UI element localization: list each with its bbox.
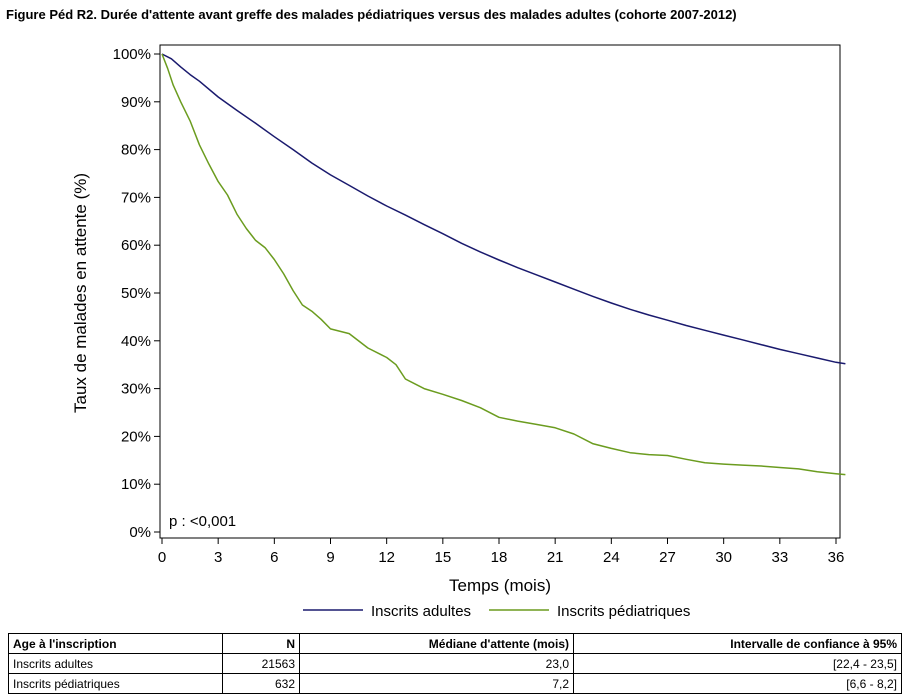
cell-median: 23,0 [299, 653, 574, 674]
x-tick-label: 24 [603, 549, 620, 566]
figure-title: Figure Péd R2. Durée d'attente avant gre… [6, 7, 737, 22]
cell-n: 21563 [222, 653, 300, 674]
series-line-pediatriques [161, 53, 846, 476]
table-row: Inscrits adultes 21563 23,0 [22,4 - 23,5… [8, 653, 902, 674]
x-tick-label: 18 [491, 549, 508, 566]
header-n: N [222, 633, 300, 654]
survival-chart: 0%10%20%30%40%50%60%70%80%90%100% 0 3 6 9 12… [71, 44, 846, 620]
x-axis-title: Temps (mois) [449, 576, 551, 595]
x-tick-label: 3 [214, 549, 222, 566]
plot-frame [159, 44, 841, 539]
x-tick-label: 33 [771, 549, 788, 566]
x-tick-label: 12 [378, 549, 395, 566]
cell-age: Inscrits adultes [8, 653, 223, 674]
y-axis: 0% 10% 20% 30% 40% 50% 60% 70% 80% 90% 100% [113, 46, 160, 541]
table-header-row: Age à l'inscription N Médiane d'attente … [8, 633, 902, 654]
p-value-annotation: p : <0,001 [169, 513, 236, 530]
x-tick-label: 30 [715, 549, 732, 566]
y-tick-label: 100% [113, 46, 151, 63]
x-axis: 0 3 6 9 12 15 18 21 24 27 30 33 36 [158, 538, 845, 566]
legend: Inscrits adultes Inscrits pédiatriques [303, 603, 690, 620]
x-tick-label: 15 [434, 549, 451, 566]
cell-median: 7,2 [299, 673, 574, 694]
y-tick-label: 60% [121, 237, 151, 254]
y-axis-title: Taux de malades en attente (%) [71, 173, 90, 413]
header-median: Médiane d'attente (mois) [299, 633, 574, 654]
header-age: Age à l'inscription [8, 633, 223, 654]
y-tick-label: 90% [121, 94, 151, 111]
cell-n: 632 [222, 673, 300, 694]
cell-age: Inscrits pédiatriques [8, 673, 223, 694]
header-ci: Intervalle de confiance à 95% [573, 633, 902, 654]
y-tick-label: 40% [121, 333, 151, 350]
summary-table: Age à l'inscription N Médiane d'attente … [8, 633, 902, 694]
series-layer [161, 53, 846, 476]
table-row: Inscrits pédiatriques 632 7,2 [6,6 - 8,2… [8, 673, 902, 694]
y-tick-label: 20% [121, 428, 151, 445]
series-line-adultes [161, 53, 846, 365]
legend-label-pediatriques: Inscrits pédiatriques [557, 603, 690, 620]
y-tick-label: 0% [129, 524, 151, 541]
cell-ci: [6,6 - 8,2] [573, 673, 902, 694]
y-tick-label: 80% [121, 142, 151, 159]
x-tick-label: 6 [270, 549, 278, 566]
x-tick-label: 21 [547, 549, 564, 566]
x-tick-label: 0 [158, 549, 166, 566]
y-tick-label: 70% [121, 189, 151, 206]
y-tick-label: 10% [121, 476, 151, 493]
y-tick-label: 30% [121, 381, 151, 398]
x-tick-label: 9 [326, 549, 334, 566]
x-tick-label: 36 [828, 549, 845, 566]
cell-ci: [22,4 - 23,5] [573, 653, 902, 674]
x-tick-label: 27 [659, 549, 676, 566]
legend-label-adultes: Inscrits adultes [371, 603, 471, 620]
y-tick-label: 50% [121, 285, 151, 302]
